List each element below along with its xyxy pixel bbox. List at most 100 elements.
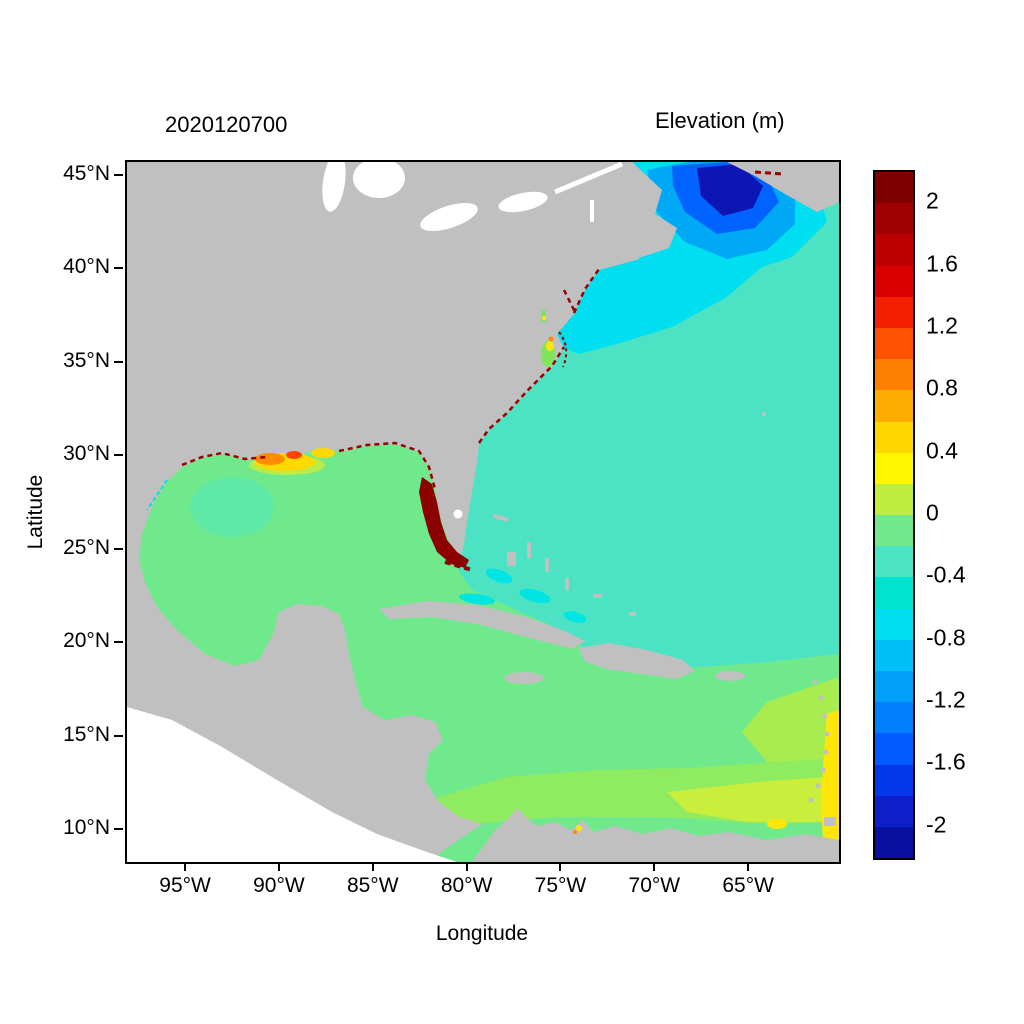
y-tick-label: 25°N xyxy=(63,535,110,559)
y-tick-mark xyxy=(114,360,123,363)
colorbar-tick-label: 1.6 xyxy=(926,250,958,277)
x-tick-mark xyxy=(559,862,562,871)
y-tick-mark xyxy=(114,734,123,737)
east-coast-red-fringe xyxy=(477,268,601,444)
nova-scotia-red-fringe xyxy=(754,170,783,176)
ocean-bay-of-fundy-navy xyxy=(697,164,763,216)
colorbar-band-14 xyxy=(875,608,913,640)
land-north-america xyxy=(127,162,677,862)
y-tick-label: 10°N xyxy=(63,816,110,840)
alabama-yellow-patch xyxy=(311,448,335,458)
lake-ontario xyxy=(498,191,548,213)
x-tick-mark xyxy=(277,862,280,871)
colorbar-band-19 xyxy=(875,764,913,796)
land-long-island xyxy=(595,255,640,269)
x-tick-label: 90°W xyxy=(253,874,305,897)
land-south-america xyxy=(472,808,839,862)
colorbar-band-0 xyxy=(875,172,913,204)
lake-huron xyxy=(353,162,405,198)
y-tick-label: 30°N xyxy=(63,442,110,466)
map-plot-area xyxy=(125,160,841,864)
colorbar-band-7 xyxy=(875,390,913,422)
bahama-bank-cyan-2 xyxy=(519,588,551,604)
colorbar-tick-label: 0 xyxy=(926,499,939,526)
y-tick-mark xyxy=(114,641,123,644)
colorbar-tick-label: -2 xyxy=(926,811,947,838)
y-tick-label: 20°N xyxy=(63,629,110,653)
colorbar-band-13 xyxy=(875,577,913,609)
land-nova-scotia xyxy=(727,162,839,212)
lake-okeechobee xyxy=(453,509,463,519)
coastal-anomalies xyxy=(146,170,783,834)
x-tick-label: 65°W xyxy=(722,874,774,897)
colorbar-band-16 xyxy=(875,671,913,703)
x-tick-label: 80°W xyxy=(440,874,493,897)
colorbar-tick-label: -0.4 xyxy=(926,561,966,588)
y-tick-label: 15°N xyxy=(63,722,110,746)
land-hispaniola xyxy=(579,643,695,679)
land-lesser-antilles xyxy=(808,679,836,826)
x-tick-mark xyxy=(184,862,187,871)
colorbar-band-18 xyxy=(875,733,913,765)
colorbar-band-2 xyxy=(875,234,913,266)
colorbar-band-15 xyxy=(875,639,913,671)
x-tick-label: 70°W xyxy=(628,874,681,897)
colorbar-tick-label: 2 xyxy=(926,187,939,214)
louisiana-orange-patch xyxy=(255,453,285,465)
y-tick-label: 35°N xyxy=(63,348,110,372)
colorbar-band-17 xyxy=(875,702,913,734)
x-tick-mark xyxy=(747,862,750,871)
x-axis-label: Longitude xyxy=(435,922,529,945)
colorbar-tick-label: 1.2 xyxy=(926,312,958,339)
southwest-florida-surge-darkred xyxy=(419,477,469,568)
colorbar-tick-label: 0.4 xyxy=(926,437,958,464)
se-caribbean-greenyellow xyxy=(742,677,839,762)
lake-erie xyxy=(420,203,478,231)
land-jamaica xyxy=(504,672,544,684)
colorbar-band-1 xyxy=(875,203,913,235)
south-caribbean-yellowgreen xyxy=(667,776,839,822)
colorbar-tick-label: 0.8 xyxy=(926,374,958,401)
plot-title-right: Elevation (m) xyxy=(655,108,785,133)
x-tick-label: 85°W xyxy=(346,874,399,897)
colorbar-band-4 xyxy=(875,296,913,328)
colorbar-band-8 xyxy=(875,421,913,453)
y-tick-label: 40°N xyxy=(63,255,110,279)
gulf-center-patch xyxy=(190,477,274,537)
x-tick-mark xyxy=(465,862,468,871)
st-lawrence-river xyxy=(554,162,623,195)
land-bermuda xyxy=(762,412,766,416)
maracaibo-orange-spot xyxy=(573,830,577,834)
florida-keys-red-fringe xyxy=(444,560,473,572)
colorbar-tick-label: -1.6 xyxy=(926,748,966,775)
maracaibo-yellow-spot xyxy=(576,825,582,831)
bahama-bank-cyan-3 xyxy=(563,611,587,623)
land-puerto-rico xyxy=(715,671,745,681)
colorbar-band-11 xyxy=(875,515,913,547)
land-bahamas xyxy=(492,513,636,616)
y-tick-mark xyxy=(114,547,123,550)
colorbar-band-20 xyxy=(875,795,913,827)
colorbar-tick-label: -0.8 xyxy=(926,624,966,651)
land-layers xyxy=(127,162,839,862)
lake-champlain xyxy=(590,200,594,222)
y-tick-mark xyxy=(114,454,123,457)
bahama-bank-cyan-1 xyxy=(485,568,513,584)
colorbar-band-21 xyxy=(875,826,913,859)
white-masks xyxy=(127,162,623,862)
colorbar-tick-label: -1.2 xyxy=(926,686,966,713)
plot-title-left: 2020120700 xyxy=(165,112,288,137)
colorbar-band-12 xyxy=(875,546,913,578)
colorbar xyxy=(873,170,915,860)
texas-coast-cyan-fringe xyxy=(146,479,168,511)
x-tick-label: 75°W xyxy=(534,874,587,897)
elevation-map-svg xyxy=(127,162,839,862)
pacific-out-of-domain xyxy=(127,707,457,862)
x-tick-label: 95°W xyxy=(159,874,211,897)
land-cuba xyxy=(379,601,585,649)
colorbar-band-9 xyxy=(875,452,913,484)
x-tick-mark xyxy=(653,862,656,871)
lake-michigan xyxy=(322,162,346,212)
colorbar-band-6 xyxy=(875,359,913,391)
